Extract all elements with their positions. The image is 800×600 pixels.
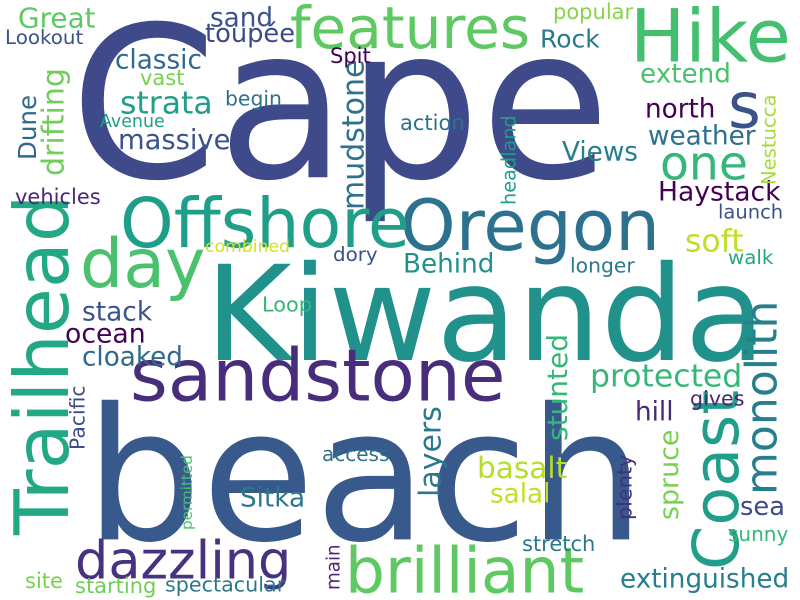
word-begin: begin	[225, 86, 282, 111]
word-weather: weather	[648, 119, 756, 151]
word-extend: extend	[640, 59, 731, 90]
word-haystack: Haystack	[658, 177, 781, 208]
word-longer: longer	[570, 253, 635, 278]
word-stack: stack	[82, 295, 153, 328]
word-protected: protected	[590, 357, 743, 395]
word-massive: massive	[118, 125, 231, 157]
word-strata: strata	[120, 85, 213, 122]
word-oregon: Oregon	[400, 183, 660, 267]
word-offshore: Offshore	[120, 184, 410, 264]
word-brilliant: brilliant	[345, 534, 585, 600]
word-monolith: monolith	[736, 300, 788, 495]
word-ocean: ocean	[65, 317, 146, 350]
word-sandstone: sandstone	[130, 334, 506, 419]
word-dory: dory	[333, 242, 378, 267]
word-sea: sea	[740, 490, 785, 522]
word-rock: Rock	[540, 23, 600, 54]
word-avenue: Avenue	[100, 110, 165, 132]
word-hill: hill	[635, 395, 674, 427]
word-stunted: stunted	[540, 334, 574, 442]
word-site: site	[25, 568, 63, 594]
word-action: action	[400, 110, 465, 136]
word-classic: classic	[115, 43, 202, 75]
word-spruce: spruce	[652, 429, 685, 520]
word-great: Great	[18, 1, 96, 35]
word-main: main	[322, 544, 345, 590]
word-behind: Behind	[403, 247, 495, 279]
word-loop: Loop	[262, 292, 312, 318]
word-vehicles: vehicles	[15, 184, 101, 210]
word-permitted: permitted	[177, 455, 197, 530]
word-features: features	[290, 0, 531, 64]
word-hike: Hike	[630, 0, 791, 80]
word-salal: salal	[490, 479, 551, 510]
word-sunny: sunny	[728, 522, 789, 547]
word-mudstone: mudstone	[337, 59, 372, 211]
word-launch: launch	[718, 200, 784, 224]
word-basalt: basalt	[477, 452, 568, 486]
word-north: north	[645, 92, 716, 124]
word-soft: soft	[685, 222, 744, 260]
word-gives: gives	[690, 386, 745, 411]
word-kiwanda: Kiwanda	[205, 238, 766, 392]
word-day: day	[80, 224, 206, 304]
word-nestucca: Nestucca	[757, 94, 781, 185]
word-stretch: stretch	[522, 531, 596, 557]
word-popular: popular	[553, 0, 634, 25]
word-cape: Cape	[70, 0, 611, 228]
word-lookout: Lookout	[5, 25, 84, 50]
word-layers: layers	[412, 405, 448, 497]
word-sand: sand	[210, 1, 274, 33]
word-spectacular: spectacular	[165, 572, 286, 598]
word-trailhead: Trailhead	[0, 194, 86, 536]
word-s: s	[728, 69, 761, 144]
word-extinguished: extinguished	[620, 562, 790, 594]
word-sitka: Sitka	[240, 481, 306, 513]
word-toupee: toupée	[205, 17, 296, 49]
word-pacific: Pacific	[65, 385, 90, 450]
word-plenty: plenty	[612, 454, 638, 520]
word-combined: combined	[205, 235, 290, 257]
word-dazzling: dazzling	[75, 531, 292, 592]
word-one: one	[660, 135, 748, 191]
word-beach: beach	[85, 370, 645, 584]
word-walk: walk	[728, 245, 774, 270]
word-starting: starting	[75, 573, 157, 599]
word-access: access	[322, 442, 390, 467]
word-spit: Spit	[330, 43, 371, 69]
word-drifting: drifting	[35, 68, 71, 176]
word-views: Views	[562, 135, 638, 167]
word-headland: headland	[497, 115, 521, 205]
word-cloaked: cloaked	[82, 340, 183, 372]
word-vast: vast	[140, 65, 185, 91]
